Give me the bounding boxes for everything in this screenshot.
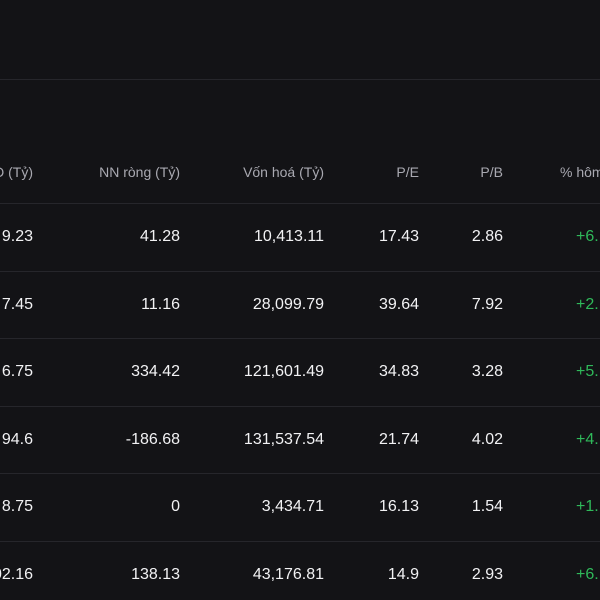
header-pe[interactable]: P/E xyxy=(396,163,419,180)
cell-pe: 14.9 xyxy=(387,565,419,583)
cell-percent-today: +2. xyxy=(576,295,599,313)
cell-market-cap: 43,176.81 xyxy=(252,565,324,583)
cell-percent-today: +5. xyxy=(576,363,599,381)
cell-trading-value: 7.45 xyxy=(1,295,33,313)
table-header-row: D (Tỷ) NN ròng (Tỷ) Vốn hoá (Tỷ) P/E P/B… xyxy=(0,140,600,204)
cell-pe: 39.64 xyxy=(378,295,419,313)
cell-trading-value: 9.23 xyxy=(1,228,33,246)
cell-trading-value: 6.75 xyxy=(1,363,33,381)
cell-pe: 17.43 xyxy=(378,228,419,246)
cell-market-cap: 3,434.71 xyxy=(261,498,324,516)
cell-pe: 21.74 xyxy=(378,430,419,448)
cell-trading-value: 94.6 xyxy=(1,430,33,448)
cell-pb: 7.92 xyxy=(471,295,503,313)
cell-foreign-net: 11.16 xyxy=(141,295,180,313)
cell-percent-today: +1. xyxy=(576,498,599,516)
cell-pb: 3.28 xyxy=(471,363,503,381)
cell-pb: 4.02 xyxy=(471,430,503,448)
cell-foreign-net: 41.28 xyxy=(139,228,180,246)
cell-pb: 2.93 xyxy=(471,565,503,583)
header-trading-value[interactable]: D (Tỷ) xyxy=(0,163,33,180)
cell-market-cap: 10,413.11 xyxy=(254,228,324,246)
cell-trading-value: 8.75 xyxy=(1,498,33,516)
header-foreign-net[interactable]: NN ròng (Tỷ) xyxy=(99,163,180,180)
header-percent-today[interactable]: % hôm xyxy=(560,163,600,180)
cell-pb: 1.54 xyxy=(471,498,503,516)
cell-foreign-net: -186.68 xyxy=(125,430,180,448)
table-row[interactable]: 02.16 138.13 43,176.81 14.9 2.93 +6. xyxy=(0,542,600,600)
cell-percent-today: +6. xyxy=(576,565,599,583)
cell-percent-today: +4. xyxy=(576,430,599,448)
table-row[interactable]: 7.45 11.16 28,099.79 39.64 7.92 +2. xyxy=(0,272,600,339)
cell-pe: 34.83 xyxy=(378,363,419,381)
header-pb[interactable]: P/B xyxy=(480,163,503,180)
table-row[interactable]: 94.6 -186.68 131,537.54 21.74 4.02 +4. xyxy=(0,407,600,474)
cell-foreign-net: 138.13 xyxy=(131,565,180,583)
cell-pb: 2.86 xyxy=(471,228,503,246)
cell-trading-value: 02.16 xyxy=(0,565,33,583)
top-panel xyxy=(0,0,600,80)
cell-foreign-net: 334.42 xyxy=(131,363,180,381)
cell-market-cap: 121,601.49 xyxy=(243,363,324,381)
table-row[interactable]: 8.75 0 3,434.71 16.13 1.54 +1. xyxy=(0,474,600,542)
header-market-cap[interactable]: Vốn hoá (Tỷ) xyxy=(243,163,324,180)
cell-market-cap: 28,099.79 xyxy=(252,295,324,313)
cell-pe: 16.13 xyxy=(378,498,419,516)
stock-table: D (Tỷ) NN ròng (Tỷ) Vốn hoá (Tỷ) P/E P/B… xyxy=(0,140,600,600)
cell-market-cap: 131,537.54 xyxy=(243,430,324,448)
cell-foreign-net: 0 xyxy=(171,498,180,516)
table-row[interactable]: 6.75 334.42 121,601.49 34.83 3.28 +5. xyxy=(0,339,600,407)
cell-percent-today: +6. xyxy=(576,228,599,246)
table-row[interactable]: 9.23 41.28 10,413.11 17.43 2.86 +6. xyxy=(0,204,600,272)
